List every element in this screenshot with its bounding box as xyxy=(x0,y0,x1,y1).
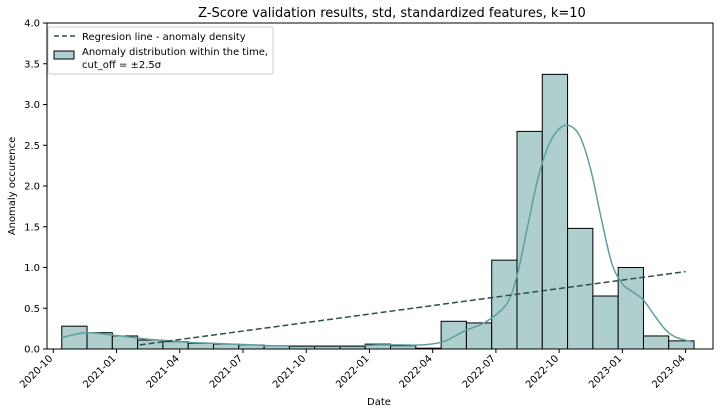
x-tick-label: 2022-10 xyxy=(524,353,561,390)
legend-swatch-distribution xyxy=(53,50,75,60)
legend: Regresion line - anomaly density Anomaly… xyxy=(47,26,274,75)
y-tick-label: 2.5 xyxy=(24,141,40,152)
regression-line xyxy=(139,270,686,346)
x-tick-label: 2020-10 xyxy=(18,353,55,390)
y-tick-label: 2.0 xyxy=(24,182,40,193)
x-tick-label: 2021-10 xyxy=(271,353,308,390)
x-tick-label: 2021-01 xyxy=(81,353,118,390)
x-tick-label: 2021-04 xyxy=(145,353,182,390)
histogram-bar xyxy=(567,227,594,350)
x-tick-label: 2022-07 xyxy=(461,353,498,390)
x-tick-label: 2022-04 xyxy=(397,353,434,390)
x-tick-label: 2021-07 xyxy=(208,353,245,390)
y-tick-label: 0.5 xyxy=(24,304,40,315)
x-tick-label: 2023-01 xyxy=(587,353,624,390)
y-tick-label: 1.0 xyxy=(24,263,40,274)
histogram-bar xyxy=(187,342,215,350)
legend-frame xyxy=(47,26,274,75)
kde-curve xyxy=(61,124,695,347)
y-axis-title: Anomaly occurence xyxy=(7,137,18,236)
histogram-bar xyxy=(61,325,88,350)
histogram-bar xyxy=(541,73,569,350)
x-tick-label: 2022-01 xyxy=(334,353,371,390)
y-tick-label: 4.0 xyxy=(24,19,40,30)
y-tick-label: 3.5 xyxy=(24,59,40,70)
legend-label-regression: Regresion line - anomaly density xyxy=(82,32,246,43)
histogram-bar xyxy=(516,130,543,350)
plot-area xyxy=(61,73,695,350)
histogram-bar xyxy=(491,259,518,350)
y-tick-label: 3.0 xyxy=(24,100,40,111)
histogram-bar xyxy=(440,320,467,350)
histogram-bar xyxy=(617,267,644,350)
histogram-bar xyxy=(592,295,619,350)
x-axis-title: Date xyxy=(367,397,391,408)
legend-label-distribution-line2: cut_off = ±2.5σ xyxy=(82,60,162,71)
histogram-bar xyxy=(642,335,670,350)
y-tick-label: 0.0 xyxy=(24,345,40,356)
legend-label-distribution: Anomaly distribution within the time, xyxy=(82,47,268,58)
histogram-bar xyxy=(465,322,493,350)
y-tick-label: 1.5 xyxy=(24,222,40,233)
chart-title: Z-Score validation results, std, standar… xyxy=(198,6,586,21)
x-tick-label: 2023-04 xyxy=(650,353,687,390)
